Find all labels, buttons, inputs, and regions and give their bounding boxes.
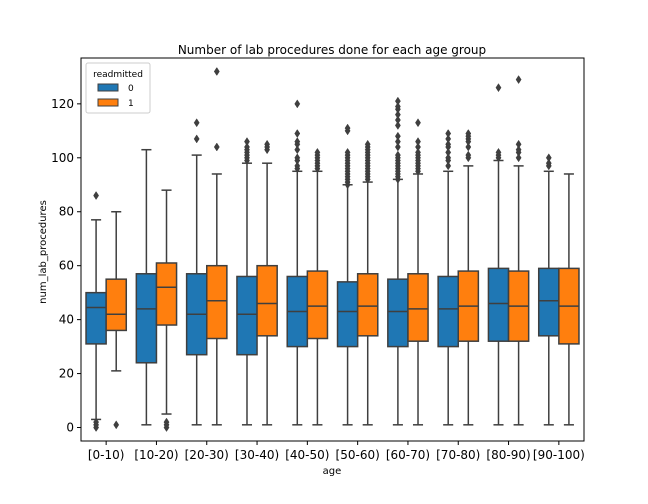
flier-point bbox=[93, 417, 99, 427]
x-axis-label: age bbox=[323, 466, 342, 477]
flier-point bbox=[445, 147, 452, 157]
chart-title: Number of lab procedures done for each a… bbox=[178, 43, 486, 57]
flier-point bbox=[545, 158, 552, 168]
flier-point bbox=[445, 153, 452, 163]
flier-point bbox=[394, 137, 401, 147]
legend-title: readmitted bbox=[93, 70, 143, 80]
x-tick-label: [30-40) bbox=[235, 448, 279, 462]
legend-swatch-0 bbox=[97, 83, 119, 92]
box-1 bbox=[206, 264, 228, 340]
flier-point bbox=[93, 191, 99, 201]
flier-point bbox=[213, 142, 220, 152]
flier-point bbox=[314, 147, 321, 157]
box-0 bbox=[487, 267, 510, 342]
x-tick-label: [10-20) bbox=[134, 448, 178, 462]
x-tick-label: [0-10) bbox=[88, 448, 125, 462]
flier-point bbox=[364, 139, 371, 149]
y-tick-label: 0 bbox=[66, 421, 74, 435]
flier-point bbox=[244, 142, 250, 152]
flier-point bbox=[445, 129, 452, 138]
legend: readmitted 0 1 bbox=[85, 62, 151, 114]
flier-point bbox=[394, 115, 401, 125]
flier-point bbox=[445, 134, 452, 144]
box-0 bbox=[236, 275, 258, 356]
legend-label-1: 1 bbox=[128, 99, 134, 109]
flier-point bbox=[163, 417, 170, 427]
flier-point bbox=[465, 142, 472, 152]
box-1 bbox=[105, 278, 128, 332]
box-0 bbox=[135, 273, 158, 364]
flier-point bbox=[394, 120, 401, 130]
box-0 bbox=[85, 291, 107, 345]
flier-point bbox=[264, 139, 271, 149]
flier-point bbox=[465, 150, 472, 160]
plot-area: 0 20 40 60 80 100 120 [0-10) [10-20) [20-30) [30-4… bbox=[51, 57, 585, 462]
y-tick-label: 20 bbox=[59, 367, 74, 381]
flier-point bbox=[445, 139, 452, 149]
flier-point bbox=[244, 137, 250, 147]
flier-point bbox=[394, 102, 401, 112]
flier-point bbox=[515, 153, 522, 163]
flier-point bbox=[394, 110, 401, 120]
y-tick-label: 120 bbox=[51, 97, 74, 111]
flier-point bbox=[495, 147, 502, 157]
flier-point bbox=[415, 142, 421, 152]
flier-point bbox=[394, 96, 401, 106]
y-axis-label: num_lab_procedures bbox=[38, 200, 49, 304]
flier-point bbox=[294, 153, 301, 163]
y-tick-label: 60 bbox=[59, 259, 74, 273]
flier-point bbox=[394, 150, 401, 160]
box-1 bbox=[256, 264, 278, 337]
box-1 bbox=[155, 262, 178, 326]
flier-point bbox=[515, 75, 522, 85]
flier-point bbox=[294, 137, 301, 147]
x-tick-label: [50-60) bbox=[336, 448, 380, 462]
axes-frame bbox=[80, 57, 585, 442]
flier-point bbox=[415, 147, 421, 157]
y-tick-label: 40 bbox=[59, 313, 74, 327]
flier-point bbox=[294, 99, 301, 109]
flier-point bbox=[495, 83, 502, 93]
x-tick-label: [40-50) bbox=[285, 448, 329, 462]
box-0 bbox=[387, 278, 409, 348]
flier-point bbox=[545, 153, 552, 163]
flier-point bbox=[294, 145, 301, 155]
box-1 bbox=[407, 273, 429, 342]
flier-point bbox=[415, 118, 421, 128]
flier-point bbox=[415, 137, 421, 147]
box-0 bbox=[537, 267, 560, 337]
flier-point bbox=[213, 67, 220, 76]
flier-point bbox=[445, 161, 452, 171]
x-tick-label: [90-100) bbox=[533, 448, 585, 462]
flier-point bbox=[294, 161, 301, 171]
flier-point bbox=[394, 142, 401, 152]
box-0 bbox=[437, 275, 460, 348]
flier-point bbox=[394, 131, 401, 141]
flier-point bbox=[344, 123, 351, 133]
x-tick-label: [80-90) bbox=[486, 448, 530, 462]
legend-label-0: 0 bbox=[128, 84, 134, 94]
flier-point bbox=[515, 145, 522, 155]
flier-point bbox=[113, 420, 120, 430]
flier-point bbox=[515, 139, 522, 149]
box-1 bbox=[356, 273, 379, 337]
y-tick-label: 80 bbox=[59, 205, 74, 219]
x-tick-label: [20-30) bbox=[185, 448, 229, 462]
flier-point bbox=[344, 147, 351, 157]
y-tick-label: 100 bbox=[51, 151, 74, 165]
flier-point bbox=[193, 134, 200, 144]
x-tick-label: [70-80) bbox=[436, 448, 480, 462]
flier-point bbox=[465, 129, 472, 138]
x-tick-label: [60-70) bbox=[386, 448, 430, 462]
box-1 bbox=[306, 270, 329, 340]
legend-swatch-1 bbox=[97, 98, 119, 107]
flier-point bbox=[294, 129, 301, 138]
flier-point bbox=[193, 118, 200, 128]
box-0 bbox=[336, 281, 359, 348]
